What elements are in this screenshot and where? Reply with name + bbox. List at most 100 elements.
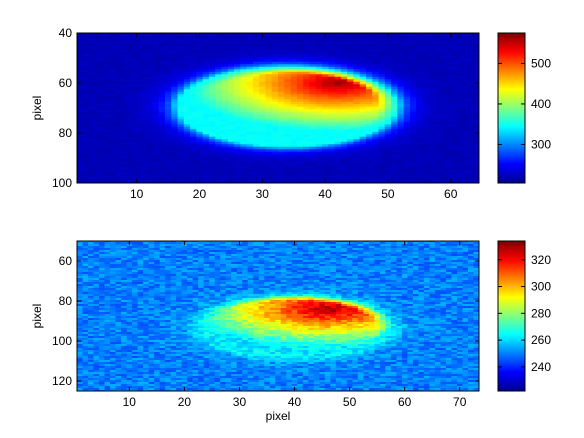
heatmap-cell [221, 71, 229, 75]
heatmap-cell [202, 114, 210, 118]
heatmap-cell [284, 36, 292, 40]
heatmap-cell [365, 81, 373, 85]
heatmap-cell [265, 131, 273, 135]
heatmap-cell [146, 159, 153, 163]
heatmap-cell [473, 262, 479, 265]
heatmap-cell [269, 258, 276, 261]
heatmap-cell [93, 266, 100, 269]
heatmap-cell [221, 99, 229, 103]
heatmap-cell [120, 151, 128, 155]
heatmap-cell [227, 159, 235, 163]
heatmap-cell [137, 266, 144, 269]
heatmap-cell [447, 59, 455, 63]
heatmap-cell [146, 94, 153, 98]
heatmap-cell [278, 171, 285, 175]
heatmap-cell [220, 262, 227, 265]
heatmap-cell [215, 134, 223, 138]
heatmap-cell [359, 44, 367, 48]
heatmap-cell [296, 179, 304, 183]
heatmap-cell [115, 250, 122, 253]
heatmap-cell [447, 104, 455, 108]
heatmap-cell [83, 34, 91, 38]
heatmap-cell [297, 254, 304, 257]
heatmap-cell [208, 99, 216, 103]
heatmap-cell [127, 129, 135, 133]
heatmap-cell [297, 244, 304, 247]
heatmap-cell [133, 86, 141, 90]
heatmap-cell [152, 119, 160, 123]
heatmap-cell [296, 81, 304, 85]
heatmap-cell [291, 248, 298, 251]
heatmap-cell [385, 246, 392, 249]
heatmap-cell [177, 101, 185, 105]
heatmap-cell [99, 248, 106, 251]
heatmap-cell [114, 169, 122, 173]
heatmap-cell [428, 36, 436, 40]
heatmap-cell [83, 84, 91, 88]
heatmap-cell [341, 244, 348, 247]
heatmap-cell [110, 268, 117, 271]
heatmap-cell [196, 66, 204, 70]
heatmap-cell [190, 164, 197, 168]
heatmap-cell [127, 79, 135, 83]
heatmap-cell [460, 51, 468, 55]
heatmap-cell [104, 246, 111, 249]
heatmap-cell [208, 81, 216, 85]
heatmap-cell [303, 109, 311, 113]
heatmap-cell [472, 111, 479, 115]
heatmap-cell [225, 264, 232, 267]
heatmap-cell [181, 244, 188, 247]
heatmap-cell [202, 94, 210, 98]
heatmap-cell [309, 134, 317, 138]
heatmap-cell [460, 99, 468, 103]
heatmap-cell [252, 134, 260, 138]
heatmap-cell [422, 56, 430, 60]
heatmap-cell [77, 159, 84, 163]
heatmap-cell [246, 81, 254, 85]
heatmap-cell [102, 61, 110, 65]
heatmap-cell [472, 54, 479, 58]
heatmap-cell [208, 66, 216, 70]
heatmap-cell [93, 244, 100, 247]
heatmap-cell [102, 66, 110, 70]
heatmap-cell [246, 79, 254, 83]
heatmap-cell [428, 84, 436, 88]
heatmap-cell [321, 176, 329, 180]
heatmap-cell [95, 71, 103, 75]
heatmap-cell [171, 79, 179, 83]
heatmap-cell [451, 264, 458, 267]
heatmap-cell [215, 161, 223, 165]
heatmap-cell [296, 136, 304, 140]
heatmap-cell [240, 51, 248, 55]
heatmap-cell [447, 174, 455, 178]
heatmap-cell [435, 66, 442, 70]
heatmap-cell [315, 131, 323, 135]
heatmap-cell [89, 129, 97, 133]
heatmap-cell [460, 56, 468, 60]
heatmap-cell [368, 250, 375, 253]
heatmap-cell [284, 91, 292, 95]
heatmap-cell [159, 256, 166, 259]
heatmap-cell [346, 250, 353, 253]
heatmap-cell [309, 169, 317, 173]
heatmap-cell [146, 166, 153, 170]
heatmap-cell [363, 260, 370, 263]
heatmap-cell [115, 242, 122, 245]
heatmap-cell [208, 159, 216, 163]
heatmap-cell [82, 256, 89, 259]
heatmap-cell [196, 124, 204, 128]
x-ticks-1: 10 20 30 40 50 60 [130, 33, 458, 201]
heatmap-cell [242, 260, 249, 263]
heatmap-cell [259, 156, 267, 160]
heatmap-cell [359, 84, 367, 88]
heatmap-cell [335, 241, 342, 243]
heatmap-cell [409, 161, 417, 165]
heatmap-cell [290, 49, 298, 53]
heatmap-cell [441, 46, 449, 50]
heatmap-cell [472, 71, 479, 75]
heatmap-cell [202, 166, 210, 170]
heatmap-cell [412, 256, 420, 259]
heatmap-cell [335, 246, 342, 249]
heatmap-cell [297, 260, 304, 263]
